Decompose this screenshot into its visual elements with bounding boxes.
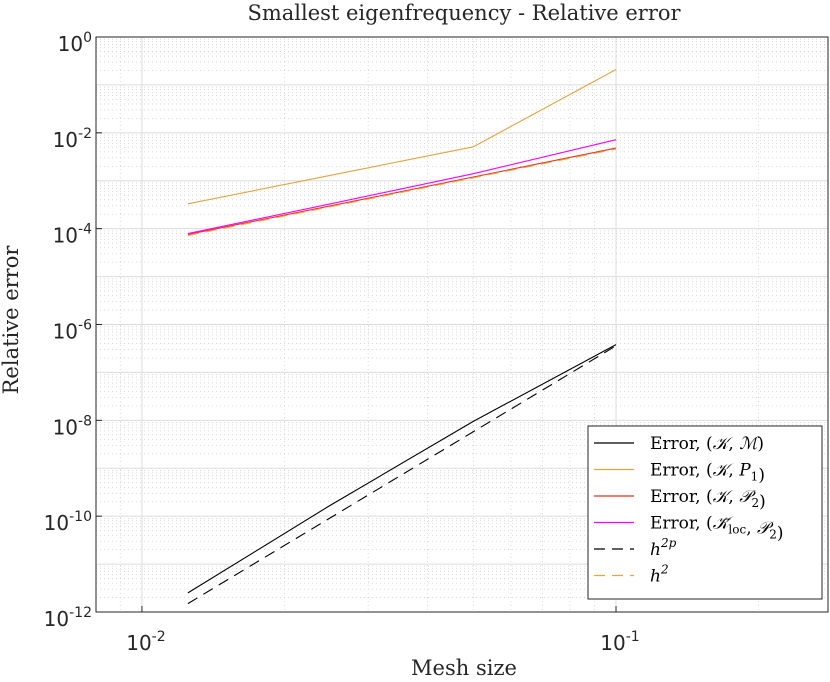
series-line <box>187 69 617 205</box>
legend-box <box>587 425 823 600</box>
legend: Error, (𝒦, ℳ)Error, (𝒦, P1)Error, (𝒦, 𝒫2… <box>587 425 823 600</box>
series-line <box>187 139 617 235</box>
legend-entry: Error, (𝒦, P1) <box>650 461 765 486</box>
plot-series <box>187 69 617 605</box>
y-tick-label: 10-2 <box>53 126 92 152</box>
x-axis-label: Mesh size <box>411 656 517 680</box>
axis-ticks: 10-2 10-1 100 10-2 10-4 10-6 10-8 10-10 10-12 <box>44 30 640 655</box>
y-tick-label: 10-4 <box>53 222 93 248</box>
legend-entry: Error, (𝒦̄loc, 𝒫2) <box>650 514 784 544</box>
x-tick-label: 10-2 <box>126 629 165 655</box>
legend-entry: Error, (𝒦, ℳ) <box>650 434 764 454</box>
legend-entry: h2 <box>650 563 669 587</box>
y-axis-label: Relative error <box>0 245 23 395</box>
chart-title: Smallest eigenfrequency - Relative error <box>247 1 681 25</box>
y-tick-label: 10-10 <box>44 509 92 535</box>
y-tick-label: 10-8 <box>53 413 92 439</box>
series-line <box>187 345 617 605</box>
series-line <box>187 148 617 237</box>
series-line <box>187 147 617 235</box>
legend-entry: h2p <box>650 536 677 560</box>
y-tick-label: 10-6 <box>53 318 93 344</box>
series-line <box>187 344 617 594</box>
y-tick-label: 10-12 <box>44 605 92 631</box>
x-tick-label: 10-1 <box>600 629 639 655</box>
y-tick-label: 100 <box>58 30 92 56</box>
